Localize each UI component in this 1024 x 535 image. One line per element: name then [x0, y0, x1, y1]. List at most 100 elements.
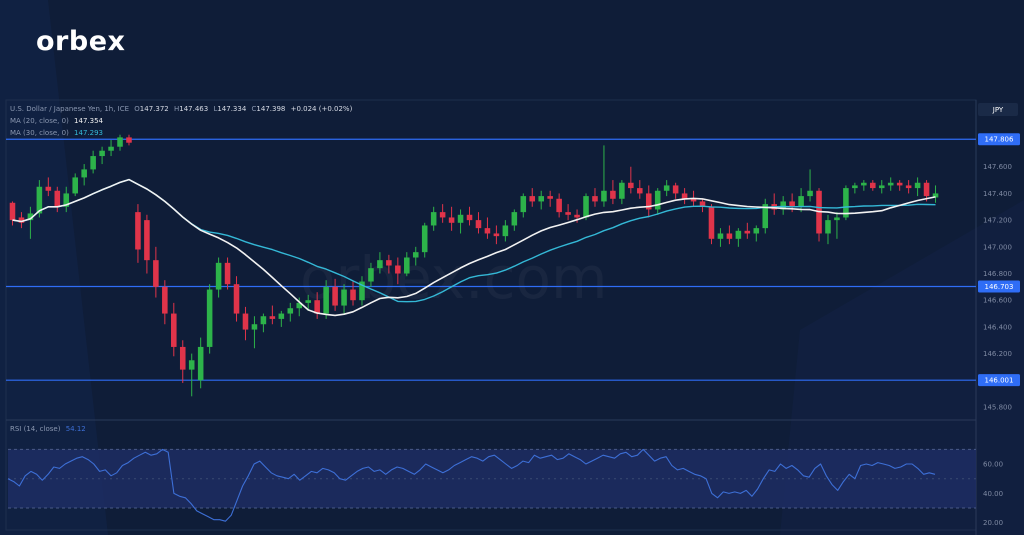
candle-body [99, 150, 105, 157]
rsi-tick-label: 20.00 [983, 519, 1003, 527]
candle-body [108, 146, 114, 151]
candle-body [224, 262, 231, 285]
chart-legend: U.S. Dollar / Japanese Yen, 1h, ICE O147… [10, 105, 353, 433]
candle-body [278, 313, 285, 319]
candle-body [206, 289, 213, 347]
price-tick-label: 145.800 [983, 403, 1012, 411]
candle-body [520, 196, 527, 213]
open-value: 147.372 [140, 105, 169, 113]
candle-body [215, 262, 222, 290]
candle-body [780, 201, 786, 210]
candle-body [870, 182, 876, 189]
candle-body [654, 190, 661, 210]
candle-body [610, 190, 616, 199]
candle-body [798, 196, 804, 207]
candle-body [592, 196, 598, 202]
candlestick-series [9, 134, 939, 397]
candle-body [628, 182, 634, 189]
candle-body [359, 281, 365, 301]
currency-badge-label: JPY [992, 106, 1004, 114]
candle-body [807, 190, 813, 197]
candle-body [323, 286, 329, 314]
candle-body [565, 212, 571, 215]
price-tick-label: 147.600 [983, 163, 1012, 171]
high-value: 147.463 [179, 105, 208, 113]
candle-body [637, 188, 643, 194]
candle-body [179, 346, 186, 370]
candle-body [188, 360, 195, 370]
candle-body [583, 196, 589, 218]
candle-body [457, 214, 464, 223]
rsi-tick-label: 60.00 [983, 461, 1003, 469]
candle-body [54, 190, 61, 207]
candle-body [233, 284, 240, 314]
candle-body [493, 233, 500, 237]
level-tag-label: 146.001 [985, 377, 1014, 385]
price-axis: 147.600 147.400 147.200 147.000 146.800 146.6… [983, 163, 1012, 411]
candle-body [861, 182, 867, 186]
candle-body [72, 177, 78, 194]
candle-body [135, 212, 141, 250]
candle-body [90, 156, 96, 170]
candle-body [395, 265, 401, 274]
level-tag [978, 280, 1020, 293]
candle-body [475, 220, 482, 229]
candle-body [887, 182, 894, 186]
candle-body [511, 212, 518, 226]
candle-body [296, 302, 303, 309]
price-tick-label: 146.400 [983, 323, 1012, 331]
rsi-label: RSI (14, close) [10, 425, 61, 433]
ma20-value: 147.354 [74, 117, 103, 125]
candle-body [269, 316, 276, 319]
rsi-band [8, 448, 976, 509]
candle-body [260, 316, 267, 325]
candle-body [332, 286, 338, 306]
moving-averages [12, 178, 936, 317]
candle-body [708, 206, 715, 239]
rsi-line [7, 448, 936, 522]
currency-badge[interactable] [978, 103, 1018, 116]
ma20-label: MA (20, close, 0) [10, 117, 69, 125]
svg-text:MA (20, close, 0) 147.: MA (20, close, 0) 147.354 [10, 117, 104, 125]
candle-body [852, 185, 858, 189]
candle-body [377, 260, 383, 269]
ma30-value: 147.293 [74, 129, 103, 137]
candle-body [314, 300, 320, 314]
candle-body [556, 198, 562, 213]
candle-body [404, 257, 410, 274]
candle-body [878, 185, 885, 189]
candle-body [896, 182, 903, 186]
candle-body [144, 220, 150, 261]
svg-text:U.S. Dollar / Japanese Yen, 1h: U.S. Dollar / Japanese Yen, 1h, ICE O147… [10, 105, 353, 113]
candle-body [547, 196, 553, 199]
candle-body [735, 230, 742, 239]
candle-body [466, 214, 473, 221]
rsi-value: 54.12 [66, 425, 86, 433]
candle-body [753, 228, 760, 234]
candle-body [502, 225, 509, 237]
rsi-axis: 60.00 40.00 20.00 [983, 461, 1003, 528]
candle-body [430, 212, 437, 226]
candle-body [484, 228, 491, 234]
level-price-tags: 147.806 146.703 146.001 [978, 133, 1020, 387]
candle-body [386, 260, 392, 266]
candle-body [81, 169, 87, 178]
candle-body [932, 193, 939, 198]
candle-body [287, 308, 294, 314]
candle-body [448, 217, 455, 223]
candle-body [171, 313, 177, 347]
svg-text:RSI (14, close) 54.12: RSI (14, close) 54.12 [10, 425, 86, 433]
candle-body [27, 213, 34, 221]
level-tag-label: 146.703 [985, 283, 1014, 291]
level-tag [978, 374, 1020, 387]
change-value: +0.024 (+0.02%) [291, 105, 353, 113]
instrument-name: U.S. Dollar / Japanese Yen, 1h, ICE [10, 105, 129, 113]
watermark-text: orbex.com [300, 244, 607, 312]
candle-body [672, 185, 679, 194]
candle-body [9, 202, 16, 221]
candle-body [153, 260, 159, 287]
svg-text:MA (30, close, 0) 147.: MA (30, close, 0) 147.293 [10, 129, 103, 137]
ma30-label: MA (30, close, 0) [10, 129, 69, 137]
